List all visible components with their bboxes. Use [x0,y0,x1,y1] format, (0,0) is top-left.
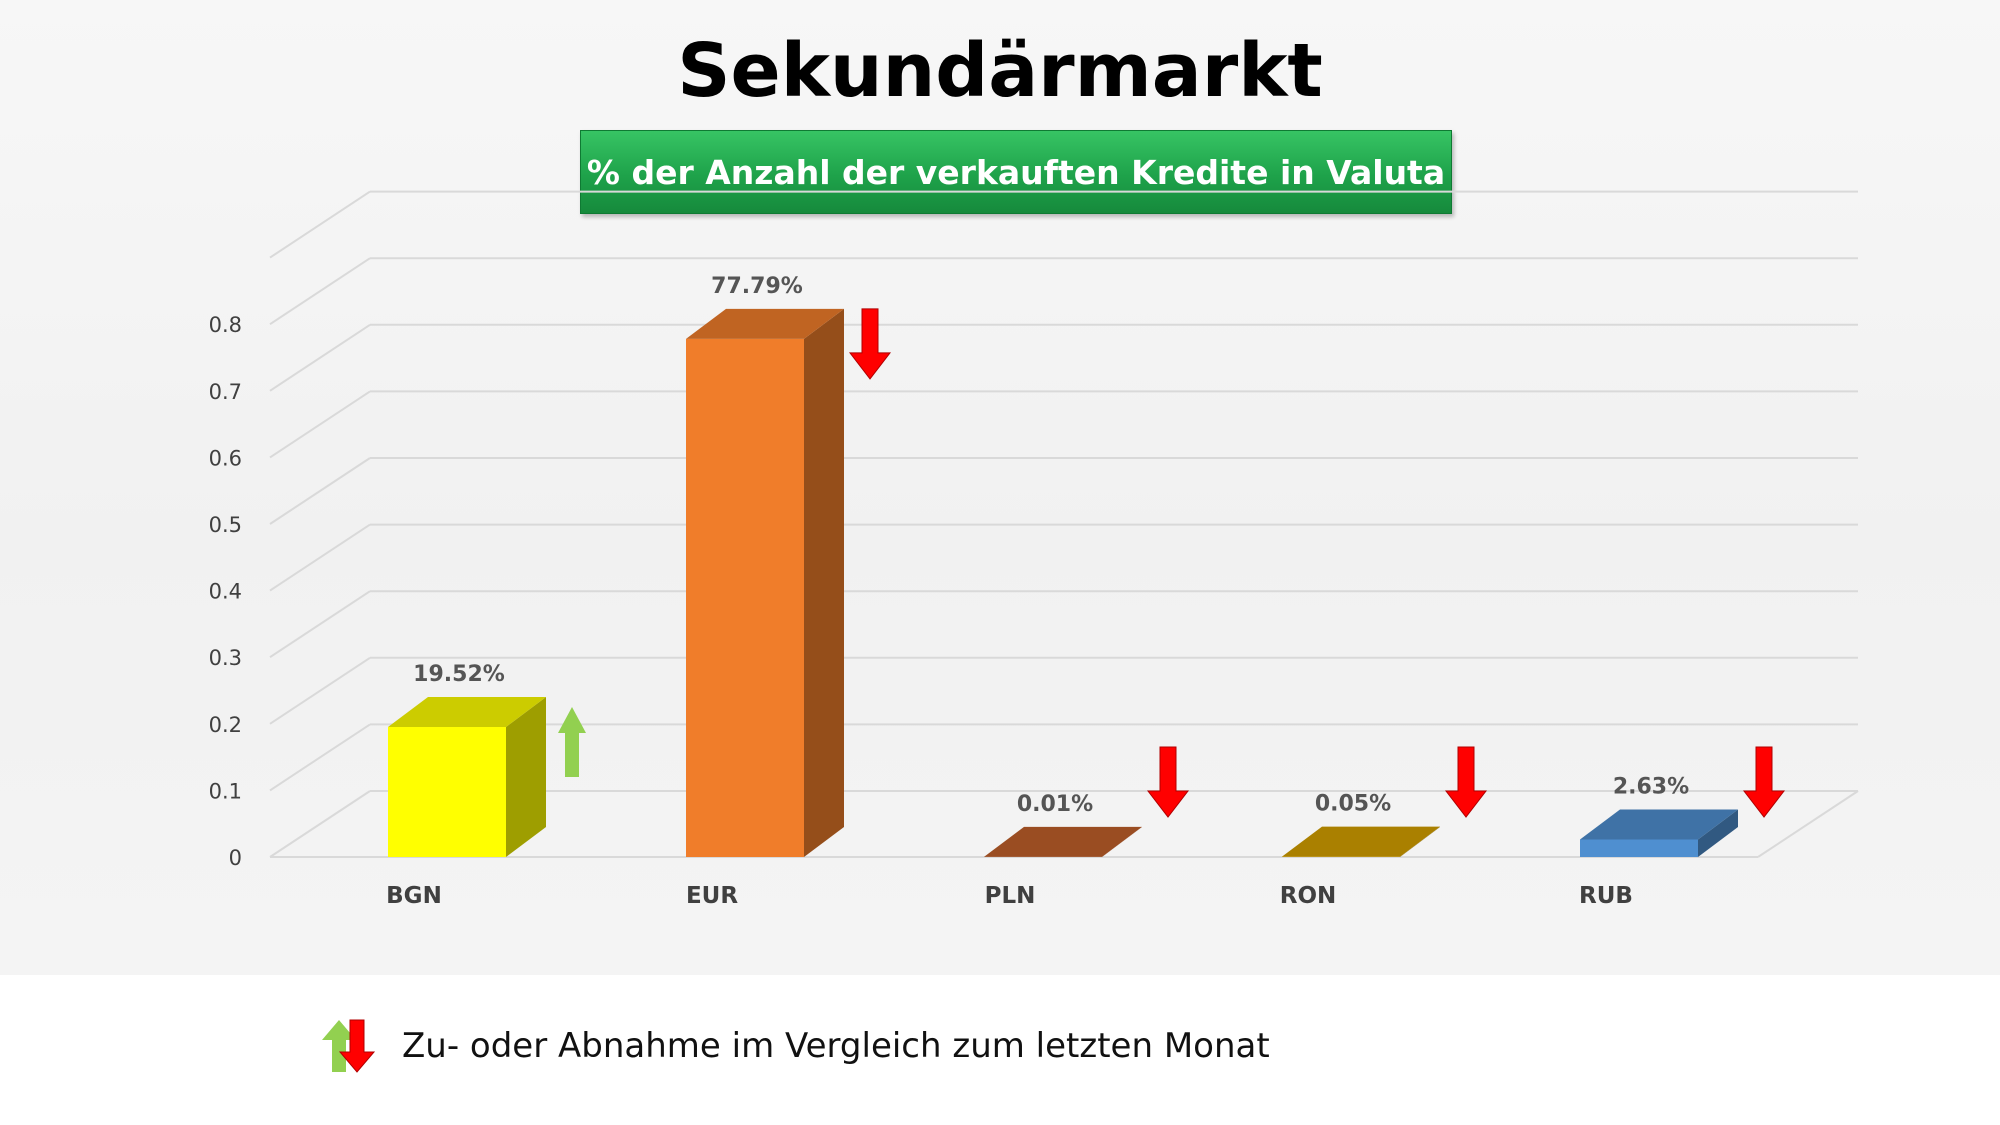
y-tick-label: 0.3 [209,646,242,670]
floor-edge [1757,790,1859,858]
trend-up-arrow-BGN [558,706,586,777]
grid-diagonal [269,590,371,659]
trend-down-arrow-RUB [1742,746,1786,818]
category-label-RON: RON [1280,883,1337,909]
data-label-BGN: 19.52% [413,662,505,687]
grid-diagonal [269,723,371,792]
grid-diagonal [269,390,371,459]
bar-side-PLN [1102,826,1142,857]
data-label-RUB: 2.63% [1613,774,1689,799]
y-tick-label: 0.1 [209,779,242,803]
up-arrow-icon [322,1020,356,1072]
legend-text: Zu- oder Abnahme im Vergleich zum letzte… [402,1026,1270,1066]
y-tick-label: 0.6 [209,446,242,470]
grid-diagonal [269,790,371,858]
legend-icons [310,1018,384,1074]
up-down-arrows-icon [322,1019,376,1073]
grid-diagonal [269,523,371,592]
bar-front-BGN [388,726,506,857]
data-label-EUR: 77.79% [711,274,803,299]
trend-down-arrow-RON [1444,746,1488,818]
bar-top-EUR [686,308,844,339]
category-label-EUR: EUR [686,883,738,909]
bar-top-RUB [1580,809,1738,840]
page-title: Sekundärmarkt [677,28,1323,114]
category-label-PLN: PLN [985,883,1036,909]
legend: Zu- oder Abnahme im Vergleich zum letzte… [310,1018,1270,1074]
y-tick-label: 0.2 [209,713,242,737]
y-tick-label: 0.4 [209,580,242,604]
y-tick-label: 0 [229,846,242,870]
grid-diagonal [269,190,371,259]
trend-down-arrow-PLN [1146,746,1190,818]
bar-front-RUB [1580,839,1698,857]
grid-diagonal [269,323,371,392]
bar-top-BGN [388,696,546,727]
bar-front-EUR [686,338,804,858]
bar-side-RUB [1698,809,1738,857]
category-label-BGN: BGN [386,883,442,909]
bar-chart: 0 0.1 0.2 0.3 0.4 0.5 0.6 0.7 0.8 19.52% BGN 77.79%… [209,190,1859,909]
bar-side-RON [1400,826,1440,857]
grid-diagonal [269,257,371,326]
data-label-RON: 0.05% [1315,792,1391,817]
down-arrow-icon [338,1019,376,1073]
y-tick-label: 0.8 [209,313,242,337]
bar-top-PLN [984,826,1142,857]
data-label-PLN: 0.01% [1017,792,1093,817]
grid-diagonal [269,656,371,725]
bar-side-EUR [804,308,844,858]
category-label-RUB: RUB [1579,883,1633,909]
chart-subtitle-banner: % der Anzahl der verkauften Kredite in V… [580,130,1452,214]
grid-diagonal [269,457,371,525]
y-tick-label: 0.5 [209,513,242,537]
bar-side-BGN [506,696,546,857]
trend-down-arrow-EUR [848,308,892,380]
y-tick-label: 0.7 [209,380,242,404]
bar-top-RON [1282,826,1440,857]
